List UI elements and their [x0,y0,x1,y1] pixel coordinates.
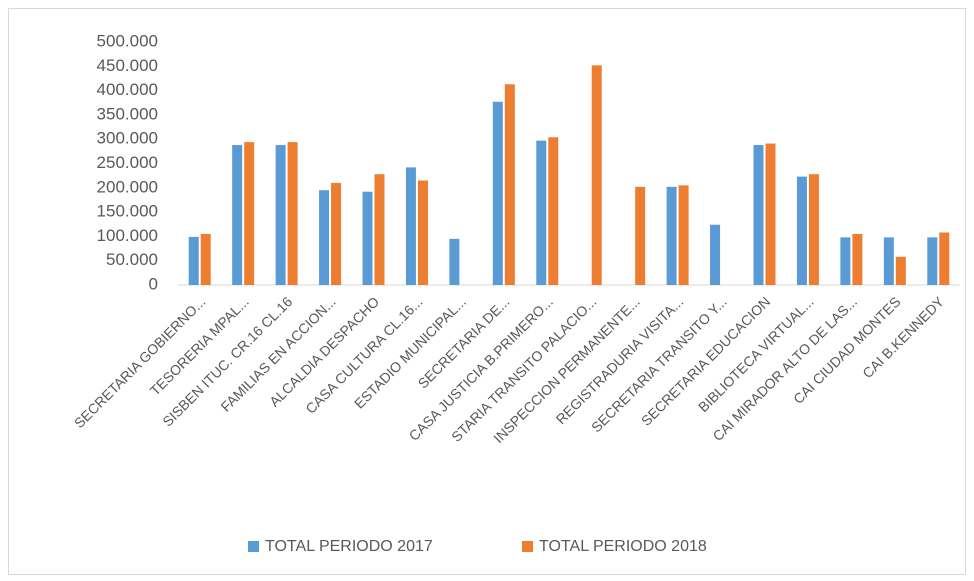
bar [504,84,515,285]
bar [796,176,807,285]
bar [188,236,199,285]
y-tick-label: 250.000 [97,153,158,172]
y-tick-label: 300.000 [97,129,158,148]
bar [710,224,721,285]
bar [635,186,646,285]
bar [765,143,776,285]
bar [808,174,819,285]
bar [331,182,342,285]
bar [883,237,894,285]
bar [536,140,547,285]
bar [666,186,677,285]
legend-label: TOTAL PERIODO 2018 [539,538,707,555]
chart-frame [8,8,966,575]
bar [362,191,373,285]
y-tick-label: 400.000 [97,80,158,99]
y-tick-label: 450.000 [97,56,158,75]
y-tick-label: 150.000 [97,202,158,221]
bar [319,190,330,285]
bar [927,237,938,285]
bar [232,145,243,285]
bar [895,256,906,285]
bar [374,174,385,285]
bar [678,185,689,285]
legend-swatch [248,541,259,552]
y-tick-label: 0 [149,274,158,293]
y-tick-label: 350.000 [97,104,158,123]
bar [244,142,255,285]
bar [449,238,460,285]
bar [200,233,211,285]
bar [939,232,950,285]
bar [275,145,286,285]
legend-swatch [522,541,533,552]
y-tick-label: 500.000 [97,31,158,50]
legend-label: TOTAL PERIODO 2017 [265,538,433,555]
bar [852,233,863,285]
bar [591,65,602,285]
y-tick-label: 200.000 [97,177,158,196]
bar [840,237,851,285]
bar [417,180,428,285]
bar [492,101,503,285]
y-tick-label: 100.000 [97,226,158,245]
bar [287,142,298,285]
bar [405,167,416,285]
y-tick-label: 50.000 [106,250,158,269]
bar [753,145,764,285]
bar [548,137,559,285]
